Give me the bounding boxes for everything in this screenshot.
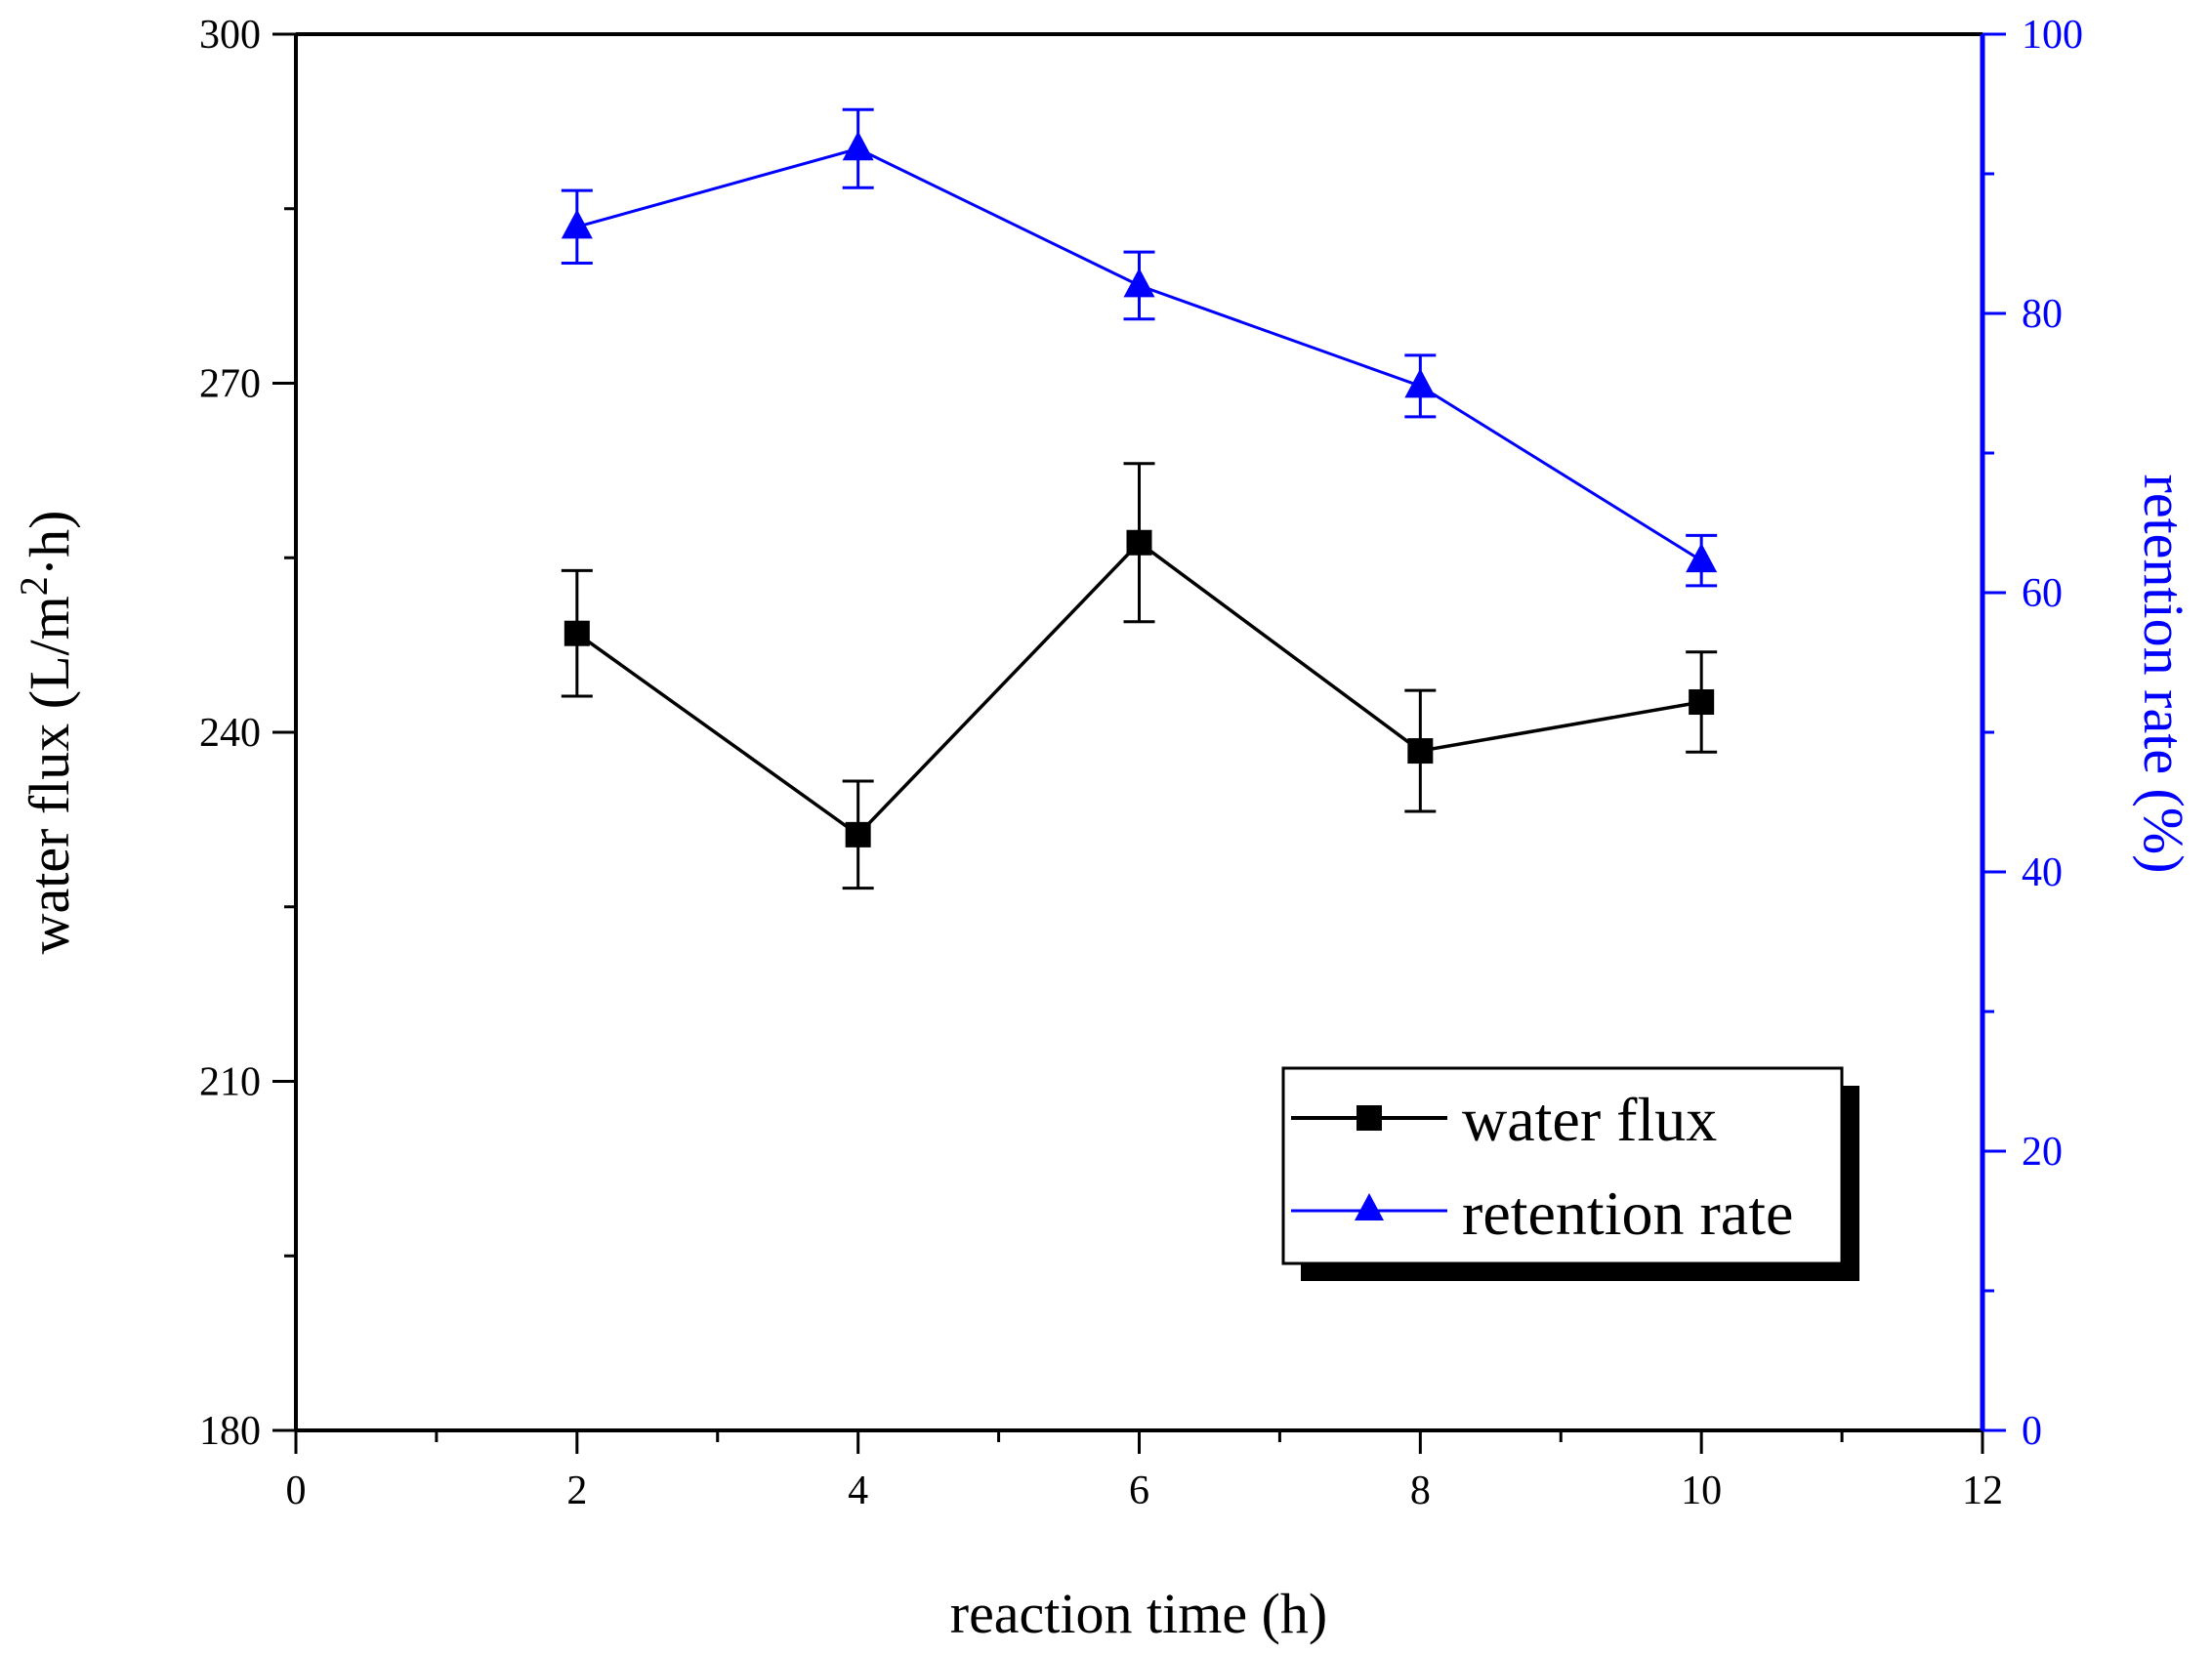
retention-rate-point (561, 209, 593, 239)
y-left-tick-label: 300 (199, 13, 261, 58)
x-tick-label: 6 (1129, 1468, 1149, 1513)
series-layer (561, 107, 1718, 890)
y-axis-left-title: water flux (L/m2·h) (12, 511, 81, 955)
x-tick-label: 12 (1962, 1468, 2003, 1513)
x-tick-label: 10 (1681, 1468, 1722, 1513)
water-flux-point (1689, 689, 1715, 716)
y-axis-left-title-main: water flux (L/m (18, 596, 81, 954)
ticks-layer: 0 2 4 6 8 10 12 180 210 240 270 300 0 20 40 60 80 100 (199, 13, 2083, 1513)
x-tick-label: 0 (286, 1468, 307, 1513)
x-tick-label: 2 (566, 1468, 587, 1513)
legend: water flux retention rate (1281, 1066, 1859, 1281)
y-axis-left-title-tail: ·h) (18, 511, 81, 577)
water-flux-point (1126, 529, 1152, 556)
legend-marker-retention-rate (1355, 1193, 1384, 1220)
y-axis-left-title-sup: 2 (12, 576, 56, 596)
water-flux-point (845, 821, 871, 848)
legend-label-retention-rate: retention rate (1462, 1178, 1793, 1248)
retention-rate-point (1404, 368, 1437, 398)
legend-box (1281, 1066, 1844, 1265)
y-right-tick-label: 80 (2022, 292, 2063, 337)
water-flux-point (563, 620, 590, 646)
y-right-tick-label: 100 (2022, 13, 2083, 58)
water-flux-point (1407, 738, 1434, 765)
legend-label-water-flux: water flux (1462, 1085, 1717, 1154)
y-left-tick-label: 240 (199, 711, 261, 756)
y-right-tick-label: 60 (2022, 571, 2063, 616)
x-axis-title: reaction time (h) (950, 1582, 1328, 1645)
y-right-tick-label: 20 (2022, 1130, 2063, 1175)
retention-rate-point (1686, 543, 1718, 573)
y-right-tick-label: 0 (2022, 1409, 2042, 1454)
y-right-tick-label: 40 (2022, 850, 2063, 895)
retention-rate-point (1123, 268, 1155, 298)
retention-rate-point (842, 131, 874, 161)
y-left-tick-label: 270 (199, 362, 261, 407)
x-tick-label: 8 (1410, 1468, 1431, 1513)
y-axis-right-title: retention rate (%) (2132, 474, 2195, 873)
x-tick-label: 4 (848, 1468, 868, 1513)
y-left-tick-label: 180 (199, 1409, 261, 1454)
legend-marker-water-flux (1356, 1105, 1382, 1131)
y-left-tick-label: 210 (199, 1060, 261, 1105)
